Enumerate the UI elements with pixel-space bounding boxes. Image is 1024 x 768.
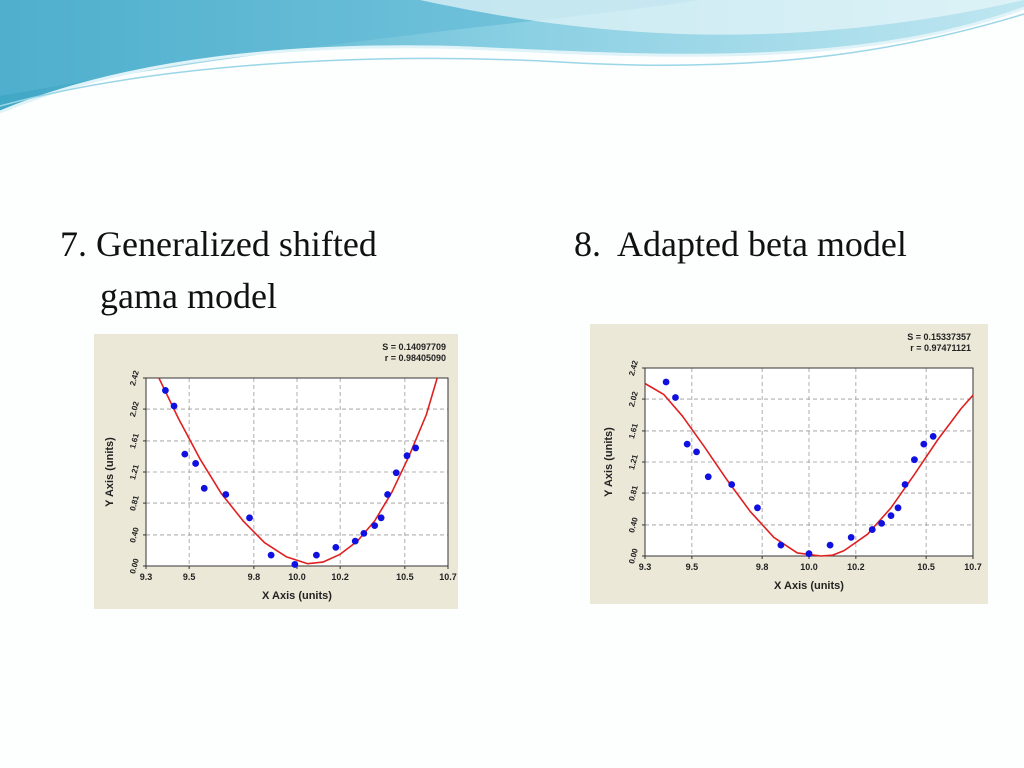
- x-tick-label: 10.5: [917, 562, 935, 572]
- y-tick-label: 0.00: [627, 547, 640, 565]
- data-point: [403, 452, 411, 460]
- stat-s-value: S = 0.15337357: [907, 332, 971, 342]
- chart-svg: 9.3 9.5 9.8 10.0 10.2 10.5 10.7 0.00 0.40 0.81 1.2…: [603, 332, 982, 592]
- data-point: [754, 504, 761, 512]
- data-point: [777, 541, 785, 549]
- data-point: [291, 561, 299, 568]
- data-point: [672, 394, 679, 401]
- left-heading-number: 7.: [60, 224, 87, 264]
- data-point: [911, 456, 918, 464]
- data-point: [162, 387, 169, 394]
- data-point: [246, 514, 253, 522]
- data-point: [704, 473, 712, 481]
- data-point: [377, 514, 385, 522]
- data-points: [162, 387, 420, 568]
- data-point: [728, 481, 736, 488]
- right-heading-number: 8.: [574, 224, 601, 264]
- data-point: [351, 537, 359, 545]
- chart-generalized-shifted-gama: 9.3 9.5 9.8 10.0 10.2 10.5 10.7 0.00 0.40 0.81 1.2…: [94, 334, 458, 609]
- data-point: [222, 491, 230, 498]
- data-point: [887, 512, 895, 520]
- x-tick-label: 9.5: [686, 562, 699, 572]
- y-axis-label: Y Axis (units): [603, 427, 615, 497]
- data-point: [360, 529, 368, 537]
- x-axis-label: X Axis (units): [262, 590, 332, 602]
- y-tick-label: 0.81: [627, 484, 640, 502]
- data-point: [868, 526, 876, 533]
- x-tick-label: 10.2: [847, 562, 865, 572]
- x-tick-label: 10.0: [800, 562, 818, 572]
- right-heading-text: Adapted beta model: [617, 224, 907, 264]
- y-tick-label: 0.40: [128, 526, 141, 544]
- header-wave-banner: [0, 0, 1024, 114]
- x-tick-label: 9.8: [756, 562, 769, 572]
- data-point: [894, 504, 902, 512]
- data-point: [662, 378, 670, 386]
- data-point: [847, 533, 855, 541]
- x-tick-label: 10.5: [396, 572, 414, 582]
- y-tick-label: 2.42: [128, 369, 141, 387]
- data-point: [683, 440, 691, 448]
- left-heading-line2: gama model: [100, 276, 277, 316]
- data-point: [412, 444, 420, 452]
- fit-curve: [158, 377, 438, 565]
- right-chart-heading: 8. Adapted beta model: [574, 218, 907, 270]
- data-points: [662, 378, 937, 558]
- data-point: [929, 432, 937, 440]
- x-tick-label: 9.5: [183, 572, 196, 582]
- stat-s-value: S = 0.14097709: [382, 342, 446, 352]
- data-point: [693, 448, 700, 456]
- x-tick-label: 9.3: [639, 562, 652, 572]
- y-tick-label: 1.61: [128, 432, 141, 450]
- x-tick-label: 9.3: [140, 572, 153, 582]
- x-tick-label: 10.7: [439, 572, 457, 582]
- x-tick-label: 9.8: [248, 572, 261, 582]
- data-point: [805, 550, 813, 558]
- data-point: [826, 541, 834, 549]
- data-point: [181, 450, 189, 458]
- y-tick-label: 2.42: [627, 359, 640, 377]
- y-axis-label: Y Axis (units): [104, 437, 116, 507]
- data-point: [200, 484, 208, 492]
- data-point: [192, 460, 200, 467]
- chart-svg: 9.3 9.5 9.8 10.0 10.2 10.5 10.7 0.00 0.40 0.81 1.2…: [104, 342, 457, 602]
- x-axis-label: X Axis (units): [774, 580, 844, 592]
- fit-curve: [644, 382, 974, 557]
- y-tick-label: 0.81: [128, 494, 141, 512]
- left-chart-heading: 7. Generalized shifted gama model: [60, 218, 377, 322]
- data-point: [920, 440, 928, 448]
- data-point: [878, 519, 886, 527]
- data-point: [332, 543, 340, 551]
- data-point: [267, 551, 275, 559]
- data-point: [170, 402, 178, 410]
- y-tick-label: 1.21: [128, 463, 141, 481]
- stat-r-value: r = 0.97471121: [910, 343, 971, 353]
- x-tick-label: 10.0: [288, 572, 306, 582]
- chart-adapted-beta: 9.3 9.5 9.8 10.0 10.2 10.5 10.7 0.00 0.40 0.81 1.2…: [590, 324, 988, 604]
- data-point: [313, 551, 320, 559]
- y-tick-label: 1.61: [627, 422, 640, 440]
- y-tick-label: 1.21: [627, 453, 640, 471]
- data-point: [384, 491, 391, 498]
- x-tick-label: 10.7: [964, 562, 982, 572]
- y-tick-label: 2.02: [128, 400, 141, 418]
- x-tick-label: 10.2: [331, 572, 349, 582]
- stat-r-value: r = 0.98405090: [385, 353, 446, 363]
- y-tick-label: 0.40: [627, 516, 640, 534]
- y-tick-label: 0.00: [128, 557, 141, 575]
- y-tick-label: 2.02: [627, 390, 640, 408]
- data-point: [392, 469, 400, 477]
- data-point: [901, 481, 909, 488]
- left-heading-line1: Generalized shifted: [96, 224, 377, 264]
- data-point: [371, 522, 379, 530]
